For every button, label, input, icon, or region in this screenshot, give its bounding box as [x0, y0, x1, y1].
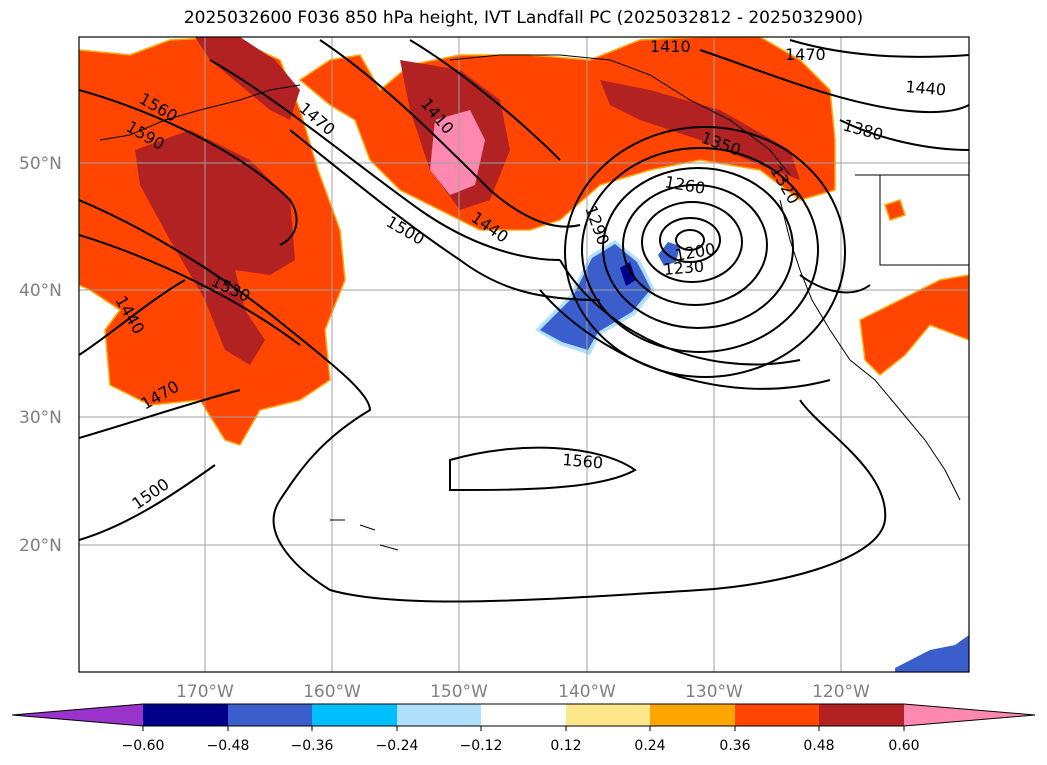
- colorbar-label: −0.48: [207, 738, 250, 754]
- map-title: 2025032600 F036 850 hPa height, IVT Land…: [183, 8, 864, 28]
- colorbar-segment: [228, 704, 312, 726]
- colorbar-segment: [566, 704, 650, 726]
- colorbar-segment: [650, 704, 735, 726]
- colorbar-segment: [819, 704, 904, 726]
- lon-tick-label: 150°W: [430, 682, 488, 702]
- ivt-fill-darkred: [195, 37, 300, 120]
- contour-label: 1470: [785, 45, 826, 64]
- contour-label: 1230: [663, 257, 705, 279]
- colorbar: −0.60 −0.48 −0.36 −0.24 −0.12 0.12 0.24 …: [11, 703, 1036, 754]
- lon-tick-labels: 170°W 160°W 150°W 140°W 130°W 120°W: [176, 682, 870, 702]
- colorbar-label: −0.12: [460, 738, 503, 754]
- map-frame: [78, 36, 970, 673]
- lat-tick-labels: 50°N 40°N 30°N 20°N: [19, 154, 62, 556]
- ivt-fill-navy: [620, 262, 636, 286]
- colorbar-label: −0.24: [376, 738, 419, 754]
- lat-tick-label: 30°N: [19, 408, 62, 428]
- lon-tick-label: 170°W: [176, 682, 234, 702]
- lat-tick-label: 50°N: [19, 154, 62, 174]
- lon-tick-label: 140°W: [558, 682, 616, 702]
- colorbar-segment: [312, 704, 397, 726]
- ivt-fill-blue: [895, 635, 969, 672]
- colorbar-segment: [397, 704, 481, 726]
- coastlines: [99, 54, 969, 551]
- ivt-fill-darkred: [135, 130, 295, 365]
- contour-label: 1560: [562, 450, 604, 472]
- map-plot-area: 1560 1590 1470 1410 1440 1500 1530 1440 …: [79, 37, 969, 672]
- colorbar-extend-high: [904, 704, 1035, 726]
- contour-label: 1410: [650, 37, 691, 56]
- colorbar-label: −0.36: [291, 738, 334, 754]
- colorbar-label: 0.60: [888, 738, 919, 754]
- colorbar-segment: [481, 704, 566, 726]
- colorbar-segment: [735, 704, 819, 726]
- colorbar-label: −0.60: [122, 738, 165, 754]
- colorbar-label: 0.12: [550, 738, 581, 754]
- ivt-fill-blue: [658, 242, 680, 266]
- lon-tick-label: 160°W: [303, 682, 361, 702]
- colorbar-segment: [143, 704, 228, 726]
- ivt-fill-darkred: [600, 80, 800, 180]
- lon-tick-label: 120°W: [812, 682, 870, 702]
- height-contours: [79, 39, 969, 603]
- ivt-positive-north: [298, 37, 836, 231]
- ivt-fill-pink: [430, 110, 485, 195]
- colorbar-extend-low: [12, 704, 143, 726]
- colorbar-label: 0.48: [803, 738, 834, 754]
- graticule: [79, 37, 969, 672]
- ivt-positive-west: [79, 37, 346, 446]
- contour-label: 1440: [905, 77, 947, 99]
- lat-tick-label: 40°N: [19, 281, 62, 301]
- ivt-fill-orange: [884, 199, 906, 221]
- lat-tick-label: 20°N: [19, 536, 62, 556]
- lon-tick-label: 130°W: [685, 682, 743, 702]
- colorbar-label: 0.36: [719, 738, 750, 754]
- colorbar-ticks: [142, 726, 905, 731]
- colorbar-label: 0.24: [634, 738, 665, 754]
